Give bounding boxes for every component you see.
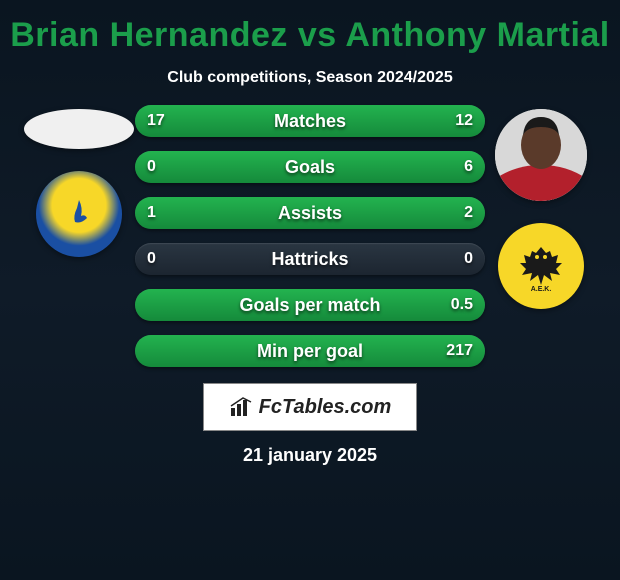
stat-label: Matches — [274, 111, 346, 132]
club-right-icon: Α.Ε.Κ. — [514, 239, 568, 293]
stat-label: Hattricks — [271, 249, 348, 270]
stat-bar: 0.5 Goals per match — [135, 289, 485, 321]
svg-text:Α.Ε.Κ.: Α.Ε.Κ. — [531, 286, 552, 293]
comparison-row: 1712Matches06Goals12Assists00Hattricks0.… — [0, 105, 620, 367]
player-left-avatar — [24, 109, 134, 149]
stat-value-right: 6 — [464, 158, 473, 176]
stat-value-left: 17 — [147, 112, 165, 130]
player-right-column: Α.Ε.Κ. — [493, 105, 589, 309]
player-left-column — [31, 105, 127, 257]
club-left-badge — [36, 171, 122, 257]
club-right-badge: Α.Ε.Κ. — [498, 223, 584, 309]
stat-label: Goals — [285, 157, 335, 178]
stat-bar: 1 2 Assists — [135, 197, 485, 229]
stat-value-right: 12 — [455, 112, 473, 130]
stat-value-right: 0 — [464, 250, 473, 268]
stat-value-left: 1 — [147, 204, 156, 222]
stats-column: 1712Matches06Goals12Assists00Hattricks0.… — [135, 105, 485, 367]
stat-bar: 0 6 Goals — [135, 151, 485, 183]
stat-label: Min per goal — [257, 341, 363, 362]
stat-value-right: 0.5 — [451, 296, 473, 314]
player-right-avatar — [495, 109, 587, 201]
stat-bar: 0 0 Hattricks — [135, 243, 485, 275]
stat-value-right: 217 — [446, 342, 473, 360]
stat-bar: 17 12 Matches — [135, 105, 485, 137]
stat-bar: 217 Min per goal — [135, 335, 485, 367]
club-left-icon — [59, 194, 99, 234]
brand-label: FcTables.com — [259, 396, 392, 419]
subtitle: Club competitions, Season 2024/2025 — [167, 69, 452, 87]
stat-value-left: 0 — [147, 250, 156, 268]
stat-label: Goals per match — [239, 295, 380, 316]
page-title: Brian Hernandez vs Anthony Martial — [10, 16, 610, 55]
date-label: 21 january 2025 — [243, 445, 377, 466]
stat-label: Assists — [278, 203, 342, 224]
stat-value-left: 0 — [147, 158, 156, 176]
stat-value-right: 2 — [464, 204, 473, 222]
brand-badge: FcTables.com — [203, 383, 417, 431]
brand-chart-icon — [229, 396, 255, 418]
